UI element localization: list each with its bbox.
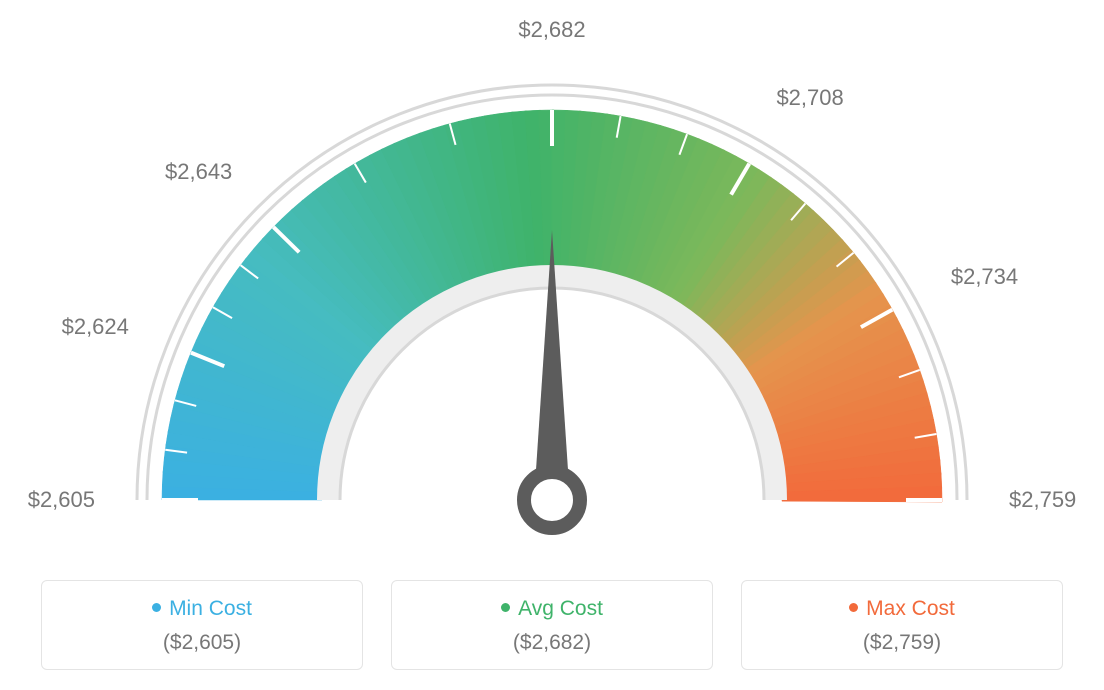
legend-max-box: Max Cost ($2,759) [741,580,1063,670]
legend-avg-dot [501,603,510,612]
legend-avg-value: ($2,682) [402,631,702,655]
gauge-tick-label: $2,624 [62,314,129,340]
legend-avg-title: Avg Cost [402,597,702,621]
gauge-tick-label: $2,682 [518,17,585,43]
legend-min-title-text: Min Cost [169,597,252,620]
legend-min-value: ($2,605) [52,631,352,655]
gauge-area: $2,605 $2,624 $2,643 $2,682 $2,708 $2,734 $2,7… [0,0,1104,580]
gauge-tick-label: $2,605 [28,487,95,513]
legend-max-dot [849,603,858,612]
legend-avg-title-text: Avg Cost [518,597,603,620]
gauge-tick-label: $2,708 [776,85,843,111]
gauge-svg [0,0,1104,580]
gauge-tick-label: $2,643 [165,159,232,185]
gauge-needle-hub [524,472,580,528]
legend-min-dot [152,603,161,612]
legend-max-value: ($2,759) [752,631,1052,655]
gauge-tick-label: $2,759 [1009,487,1076,513]
legend-min-title: Min Cost [52,597,352,621]
legend-min-box: Min Cost ($2,605) [41,580,363,670]
legend-max-title-text: Max Cost [866,597,955,620]
legend-max-title: Max Cost [752,597,1052,621]
cost-gauge-container: $2,605 $2,624 $2,643 $2,682 $2,708 $2,734 $2,7… [0,0,1104,690]
legend-avg-box: Avg Cost ($2,682) [391,580,713,670]
gauge-tick-label: $2,734 [951,264,1018,290]
legend-row: Min Cost ($2,605) Avg Cost ($2,682) Max … [0,580,1104,670]
